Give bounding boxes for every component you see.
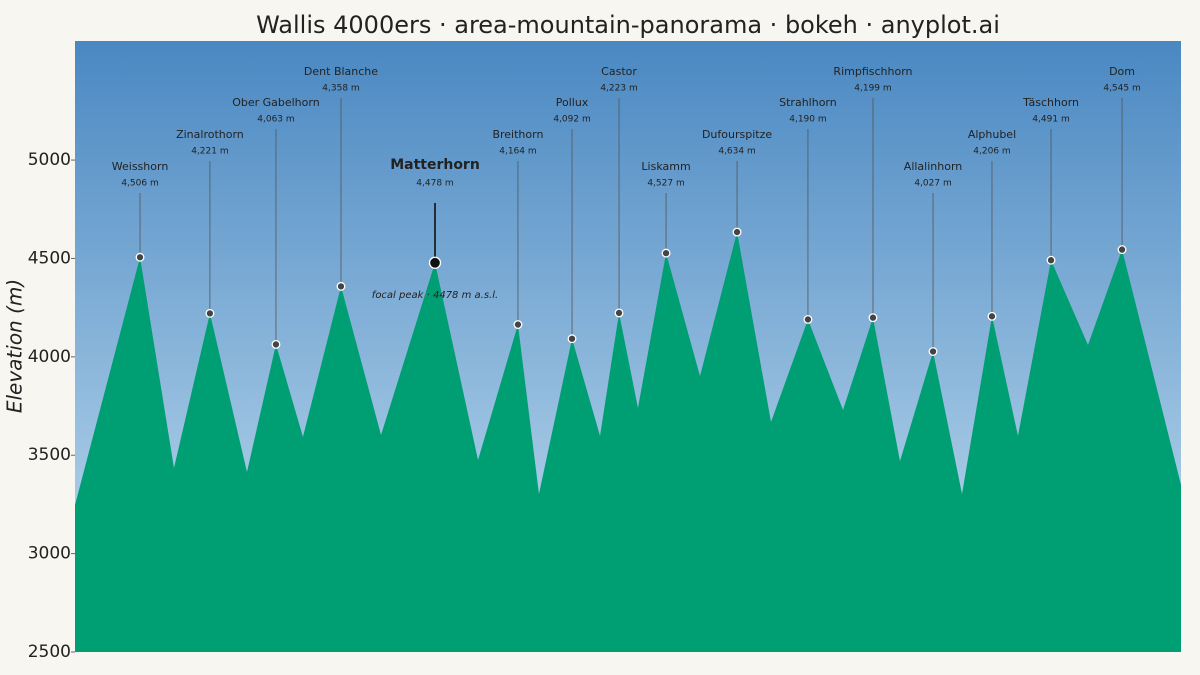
annotation: focal peak · 4478 m a.s.l. — [372, 290, 498, 301]
peak-marker — [732, 227, 742, 237]
peak-marker — [1117, 245, 1127, 255]
peak-elevation: 4,223 m — [600, 84, 637, 94]
peak-marker — [987, 311, 997, 321]
peak-name: Breithorn — [492, 128, 543, 141]
y-tick-label: 4000 — [28, 347, 71, 367]
peak-elevation: 4,063 m — [257, 115, 294, 125]
y-axis-label: Elevation (m) — [3, 279, 27, 413]
peak-elevation: 4,221 m — [191, 147, 228, 157]
peak-elevation: 4,527 m — [647, 179, 684, 189]
peak-elevation: 4,491 m — [1032, 115, 1069, 125]
peak-name: Dufourspitze — [702, 128, 772, 141]
peak-marker — [868, 313, 878, 323]
peak-elevation: 4,027 m — [914, 179, 951, 189]
peak-marker — [928, 347, 938, 356]
peak-name: Matterhorn — [390, 157, 480, 173]
y-tick-label: 2500 — [28, 642, 71, 662]
y-tick-label: 3000 — [28, 544, 71, 564]
peak-elevation: 4,634 m — [718, 147, 755, 157]
peak-elevation: 4,199 m — [854, 84, 891, 94]
peak-elevation: 4,190 m — [789, 115, 826, 125]
peak-name: Strahlhorn — [779, 96, 837, 109]
peak-name: Alphubel — [968, 128, 1016, 141]
ridge-area — [75, 232, 1181, 652]
peak-name: Dent Blanche — [304, 65, 378, 78]
peak-marker — [803, 314, 813, 324]
peak-name: Dom — [1109, 65, 1135, 78]
peak-marker — [614, 308, 624, 318]
peak-name: Pollux — [556, 96, 589, 109]
peak-marker — [661, 248, 671, 258]
peak-marker — [1046, 255, 1056, 265]
chart-title: Wallis 4000ers · area-mountain-panorama … — [256, 11, 1000, 39]
peak-marker — [567, 334, 577, 344]
peak-name: Täschhorn — [1022, 96, 1079, 109]
peak-marker — [205, 308, 215, 318]
peak-name: Weisshorn — [112, 160, 169, 173]
peak-elevation: 4,478 m — [416, 179, 453, 189]
y-tick-label: 5000 — [28, 150, 71, 170]
peak-marker — [513, 320, 523, 330]
peak-elevation: 4,206 m — [973, 147, 1010, 157]
peak-marker — [135, 252, 145, 262]
y-tick-label: 3500 — [28, 445, 71, 465]
peak-elevation: 4,506 m — [121, 179, 158, 189]
peak-name: Liskamm — [641, 160, 690, 173]
y-tick-label: 4500 — [28, 248, 71, 268]
peak-name: Allalinhorn — [904, 160, 962, 173]
focal-peak-marker — [428, 256, 442, 269]
peak-marker — [271, 339, 281, 349]
peak-elevation: 4,545 m — [1103, 84, 1140, 94]
peak-elevation: 4,358 m — [322, 84, 359, 94]
peak-name: Rimpfischhorn — [833, 65, 912, 78]
peak-name: Zinalrothorn — [176, 128, 244, 141]
peak-name: Ober Gabelhorn — [232, 96, 320, 109]
peak-name: Castor — [601, 65, 637, 78]
peak-elevation: 4,164 m — [499, 147, 536, 157]
peak-marker — [336, 281, 346, 291]
peak-elevation: 4,092 m — [553, 115, 590, 125]
